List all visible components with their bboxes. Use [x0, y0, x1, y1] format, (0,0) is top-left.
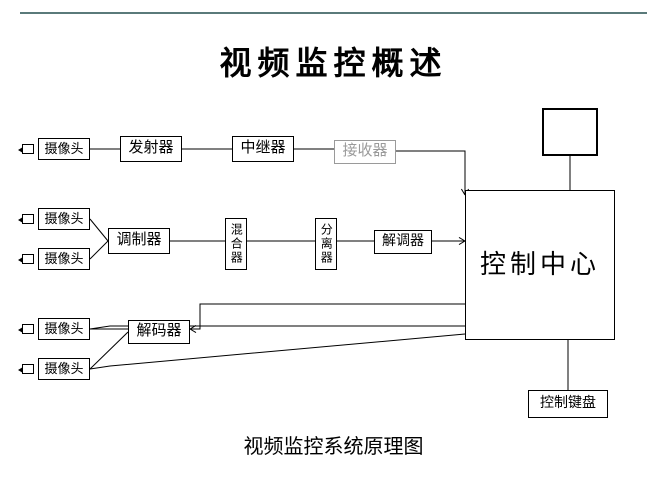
- node-cam2: 摄像头: [38, 208, 90, 230]
- node-rx: 接收器: [334, 140, 396, 164]
- node-cam5: 摄像头: [38, 358, 90, 380]
- node-split: 分离器: [315, 218, 337, 270]
- edge: [396, 151, 465, 195]
- node-relay: 中继器: [232, 136, 294, 162]
- edge: [90, 332, 128, 369]
- camera-icon: [22, 144, 34, 154]
- node-decode: 解码器: [128, 320, 190, 344]
- edge: [190, 304, 465, 329]
- diagram-canvas: 视频监控概述 视频监控系统原理图 摄像头摄像头摄像头摄像头摄像头发射器中继器接收…: [0, 0, 667, 500]
- edge-arrow: [190, 325, 196, 332]
- node-monitor: [542, 108, 598, 156]
- node-mixer: 混合器: [225, 218, 247, 270]
- node-cam4: 摄像头: [38, 318, 90, 340]
- camera-icon: [22, 254, 34, 264]
- node-kbd: 控制键盘: [528, 390, 608, 418]
- page-title: 视频监控概述: [0, 38, 667, 84]
- node-control: 控制中心: [465, 190, 615, 340]
- caption: 视频监控系统原理图: [0, 430, 667, 459]
- camera-icon: [22, 364, 34, 374]
- node-cam1: 摄像头: [38, 138, 90, 160]
- top-rule: [20, 12, 647, 14]
- node-cam3: 摄像头: [38, 248, 90, 270]
- edge: [90, 219, 108, 241]
- node-mod: 调制器: [108, 228, 170, 254]
- camera-icon: [22, 324, 34, 334]
- node-demod: 解调器: [374, 230, 432, 254]
- edge: [90, 241, 108, 259]
- camera-icon: [22, 214, 34, 224]
- node-tx: 发射器: [120, 136, 182, 162]
